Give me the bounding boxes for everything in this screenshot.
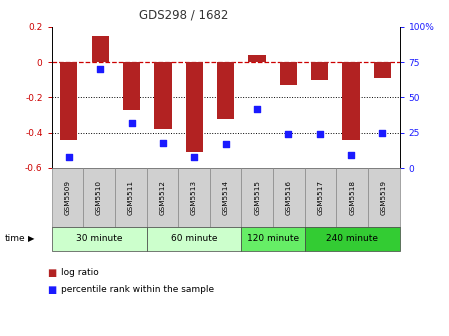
Text: log ratio: log ratio bbox=[61, 268, 98, 277]
Point bbox=[128, 120, 135, 126]
Point bbox=[65, 154, 72, 159]
Bar bbox=[60, 62, 78, 140]
Text: GSM5512: GSM5512 bbox=[159, 180, 165, 215]
Text: ■: ■ bbox=[47, 285, 56, 295]
Point bbox=[191, 154, 198, 159]
Text: percentile rank within the sample: percentile rank within the sample bbox=[61, 285, 214, 294]
Bar bbox=[374, 62, 391, 78]
Text: GSM5510: GSM5510 bbox=[96, 180, 102, 215]
Point bbox=[379, 130, 386, 135]
Point bbox=[222, 141, 229, 147]
Text: ■: ■ bbox=[47, 268, 56, 278]
Bar bbox=[217, 62, 234, 119]
Text: GSM5511: GSM5511 bbox=[128, 180, 134, 215]
Text: GSM5516: GSM5516 bbox=[286, 180, 292, 215]
Point bbox=[159, 140, 167, 145]
Text: GSM5513: GSM5513 bbox=[191, 180, 197, 215]
Text: ▶: ▶ bbox=[28, 235, 35, 243]
Bar bbox=[280, 62, 297, 85]
Bar bbox=[123, 62, 140, 110]
Text: GDS298 / 1682: GDS298 / 1682 bbox=[139, 8, 229, 22]
Point bbox=[316, 131, 323, 137]
Text: GSM5519: GSM5519 bbox=[381, 180, 387, 215]
Point bbox=[97, 67, 104, 72]
Text: GSM5514: GSM5514 bbox=[223, 180, 229, 215]
Text: time: time bbox=[4, 235, 25, 243]
Text: GSM5509: GSM5509 bbox=[65, 180, 70, 215]
Text: GSM5515: GSM5515 bbox=[254, 180, 260, 215]
Text: 30 minute: 30 minute bbox=[76, 235, 122, 243]
Bar bbox=[185, 62, 203, 152]
Text: 60 minute: 60 minute bbox=[171, 235, 217, 243]
Text: 120 minute: 120 minute bbox=[247, 235, 299, 243]
Bar bbox=[154, 62, 172, 129]
Bar bbox=[92, 36, 109, 62]
Bar bbox=[311, 62, 328, 80]
Point bbox=[285, 131, 292, 137]
Text: GSM5517: GSM5517 bbox=[317, 180, 324, 215]
Text: GSM5518: GSM5518 bbox=[349, 180, 355, 215]
Bar bbox=[248, 55, 266, 62]
Point bbox=[348, 153, 355, 158]
Text: 240 minute: 240 minute bbox=[326, 235, 378, 243]
Bar bbox=[343, 62, 360, 140]
Point bbox=[253, 106, 260, 112]
